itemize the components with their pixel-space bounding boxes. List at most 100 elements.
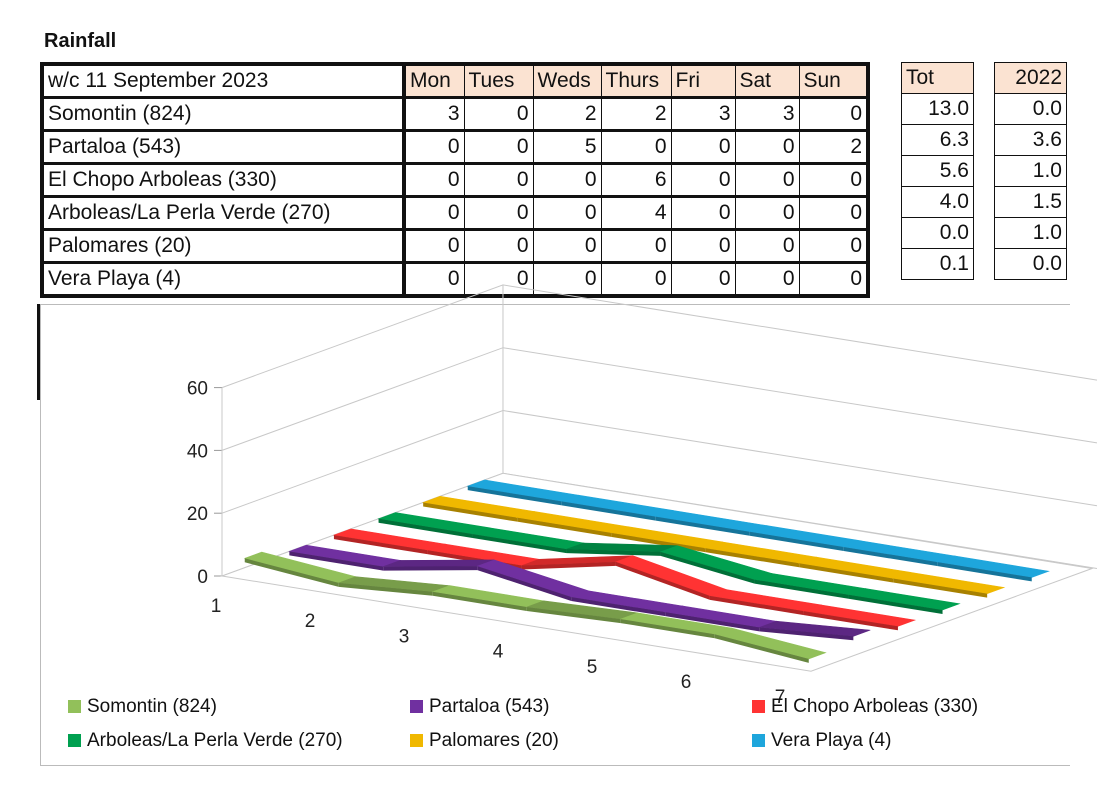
rain-value: 0	[403, 196, 465, 231]
series-ribbon-edge	[660, 551, 755, 584]
station-name: El Chopo Arboleas (330)	[41, 163, 406, 198]
rain-value: 2	[532, 97, 602, 132]
week-label: w/c 11 September 2023	[41, 63, 406, 99]
x-tick-label: 1	[211, 596, 222, 617]
legend-swatch	[68, 734, 81, 747]
series-ribbon-edge	[571, 596, 666, 617]
rain-value: 0	[600, 262, 672, 298]
rain-value: 0	[463, 130, 534, 165]
rain-value: 0	[403, 262, 465, 298]
rain-value: 0	[403, 229, 465, 264]
legend-label: El Chopo Arboleas (330)	[771, 696, 979, 717]
series-ribbon-edge	[620, 619, 715, 639]
series-ribbon-edge	[803, 611, 898, 631]
x-tick-label: 2	[305, 611, 316, 632]
table-header-row: w/c 11 September 2023 Mon Tues Weds Thurs Fri…	[41, 63, 869, 99]
rain-value: 0	[463, 262, 534, 298]
rain-value: 6	[600, 163, 672, 198]
rain-value: 0	[670, 262, 736, 298]
series-ribbon-edge	[843, 546, 938, 567]
series-ribbon-edge	[526, 607, 621, 624]
series-ribbon-edge	[561, 501, 656, 521]
series-ribbon-edge	[759, 627, 854, 641]
total-table: Tot 13.0 6.3 5.6 4.0 0.0 0.1	[901, 62, 974, 280]
legend-item: Arboleas/La Perla Verde (270)	[68, 730, 343, 752]
series-ribbon-edge	[655, 516, 750, 536]
table-row: Vera Playa (4) 0 0 0 0 0 0 0	[41, 262, 869, 298]
tot-value: 13.0	[901, 93, 974, 125]
prev-year-value: 3.6	[994, 124, 1067, 156]
tot-value: 6.3	[901, 124, 974, 156]
series-ribbon-edge	[472, 533, 567, 554]
series-ribbon-edge	[333, 535, 428, 555]
series-ribbon-edge	[423, 502, 518, 522]
series-ribbon-edge	[432, 591, 527, 612]
rain-value: 0	[600, 229, 672, 264]
rain-value: 0	[403, 130, 465, 165]
tot-header: Tot	[901, 62, 974, 94]
series-ribbon	[383, 559, 495, 567]
series-ribbon-edge	[289, 551, 384, 571]
legend-item: Palomares (20)	[410, 730, 559, 752]
table-row: El Chopo Arboleas (330) 0 0 0 6 0 0 0	[41, 163, 869, 198]
rain-value: 0	[798, 163, 869, 198]
rain-value: 0	[734, 229, 800, 264]
prev-year-value: 1.0	[994, 217, 1067, 249]
legend-label: Arboleas/La Perla Verde (270)	[87, 730, 343, 751]
series-ribbon-edge	[937, 562, 1032, 582]
prev-year-value: 0.0	[994, 248, 1067, 280]
rain-value: 5	[532, 130, 602, 165]
series-ribbon-edge	[467, 486, 562, 506]
series-ribbon-edge	[477, 566, 572, 601]
day-header: Fri	[670, 63, 736, 99]
rain-value: 0	[670, 229, 736, 264]
series-ribbon-edge	[517, 517, 612, 537]
table-frame-edge	[37, 304, 41, 400]
series-ribbon-edge	[521, 561, 616, 570]
series-ribbon-edge	[754, 579, 849, 599]
table-row: Palomares (20) 0 0 0 0 0 0 0	[41, 229, 869, 264]
rain-value: 3	[403, 97, 465, 132]
rain-value: 0	[670, 130, 736, 165]
series-ribbon-edge	[705, 548, 800, 568]
series-ribbon-edge	[799, 563, 894, 583]
series-ribbon-edge	[665, 612, 760, 632]
station-name: Vera Playa (4)	[41, 262, 406, 298]
legend-item: Vera Playa (4)	[752, 730, 891, 752]
gridline	[221, 409, 1098, 514]
legend-label: Vera Playa (4)	[771, 730, 892, 751]
x-tick-label: 6	[681, 672, 692, 693]
series-ribbon-edge	[378, 518, 473, 538]
legend-item: Somontin (824)	[68, 696, 217, 718]
day-header: Sun	[798, 63, 869, 99]
prev-year-value: 1.5	[994, 186, 1067, 218]
station-name: Palomares (20)	[41, 229, 406, 264]
rain-value: 0	[600, 130, 672, 165]
legend-swatch	[752, 700, 765, 713]
rain-value: 0	[670, 163, 736, 198]
series-ribbon-edge	[714, 634, 809, 663]
x-tick-label: 7	[775, 687, 786, 708]
y-tick-label: 20	[187, 504, 208, 525]
rain-value: 0	[463, 97, 534, 132]
series-ribbon-edge	[338, 582, 433, 596]
station-name: Somontin (824)	[41, 97, 406, 132]
table-row: Partaloa (543) 0 0 5 0 0 0 2	[41, 130, 869, 165]
rain-value: 0	[798, 262, 869, 298]
legend-label: Partaloa (543)	[429, 696, 550, 717]
legend-swatch	[410, 734, 423, 747]
series-ribbon-edge	[709, 595, 804, 616]
page-title: Rainfall	[44, 30, 117, 52]
rain-value: 0	[532, 163, 602, 198]
rain-value: 2	[798, 130, 869, 165]
series-ribbon-edge	[893, 578, 988, 598]
rain-value: 3	[670, 97, 736, 132]
tot-value: 0.0	[901, 217, 974, 249]
legend-swatch	[752, 734, 765, 747]
y-tick-label: 40	[187, 441, 208, 462]
legend-label: Palomares (20)	[429, 730, 559, 751]
rain-value: 0	[798, 196, 869, 231]
day-header: Tues	[463, 63, 534, 99]
y-tick-label: 60	[187, 379, 208, 400]
legend-swatch	[410, 700, 423, 713]
